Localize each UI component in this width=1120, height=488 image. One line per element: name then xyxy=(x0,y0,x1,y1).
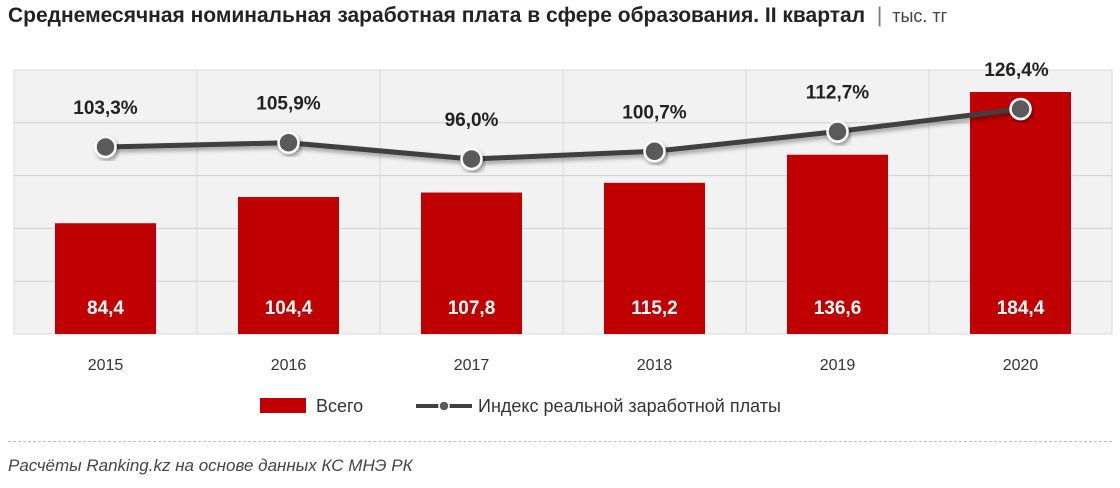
x-tick-2016: 2016 xyxy=(271,357,307,374)
footer-divider xyxy=(8,441,1112,442)
bar-2017 xyxy=(421,192,522,334)
title-separator: | xyxy=(876,4,883,27)
source-note: Расчёты Ranking.kz на основе данных КС М… xyxy=(8,456,413,475)
index-line-group: 103,3% 105,9% 96,0% 100,7% 112,7% 126,4% xyxy=(73,60,1049,171)
x-tick-2017: 2017 xyxy=(454,357,490,374)
legend-bar-swatch xyxy=(260,398,306,413)
index-point-2018 xyxy=(643,140,666,163)
index-label-2016: 105,9% xyxy=(256,94,321,115)
index-label-2018: 100,7% xyxy=(622,102,687,123)
bar-2019 xyxy=(787,154,888,334)
index-point-2020 xyxy=(1009,97,1032,121)
index-label-2017: 96,0% xyxy=(445,110,499,131)
bar-label-2020: 184,4 xyxy=(997,298,1045,319)
legend: Всего Индекс реальной заработной платы xyxy=(260,396,781,416)
chart-svg: 84,4 104,4 107,8 115,2 136,6 184,4 103,3% 105,… xyxy=(13,60,1113,416)
legend-line-label: Индекс реальной заработной платы xyxy=(478,396,781,416)
bar-label-2018: 115,2 xyxy=(631,298,678,319)
index-label-2015: 103,3% xyxy=(73,98,138,119)
bar-label-2019: 136,6 xyxy=(814,298,862,319)
index-point-2016 xyxy=(277,131,300,154)
index-point-2015 xyxy=(94,135,117,159)
bar-label-2015: 84,4 xyxy=(87,298,124,319)
x-tick-2018: 2018 xyxy=(637,357,673,374)
bar-2018 xyxy=(604,182,705,334)
bar-label-2016: 104,4 xyxy=(265,298,313,319)
x-tick-2015: 2015 xyxy=(88,357,124,374)
bars: 84,4 104,4 107,8 115,2 136,6 184,4 xyxy=(55,92,1071,334)
index-line xyxy=(105,106,1021,162)
index-label-2020: 126,4% xyxy=(984,60,1049,81)
legend-bar-label: Всего xyxy=(316,396,363,416)
legend-line-marker xyxy=(438,400,450,412)
title-unit: тыс. тг xyxy=(892,6,948,26)
grid-lines xyxy=(14,70,1112,334)
x-tick-2020: 2020 xyxy=(1003,357,1039,374)
chart-title-text: Среднемесячная номинальная заработная пл… xyxy=(8,4,866,27)
bar-2016 xyxy=(238,196,339,334)
bar-2020 xyxy=(970,92,1071,334)
bar-2015 xyxy=(55,223,156,334)
chart-title: Среднемесячная номинальная заработная пл… xyxy=(8,4,947,28)
x-tick-2019: 2019 xyxy=(820,357,856,374)
index-point-2017 xyxy=(460,147,483,171)
x-axis: 2015 2016 2017 2018 2019 2020 xyxy=(88,357,1039,374)
bar-label-2017: 107,8 xyxy=(448,298,496,319)
index-point-2019 xyxy=(826,120,849,143)
index-label-2019: 112,7% xyxy=(806,83,869,104)
